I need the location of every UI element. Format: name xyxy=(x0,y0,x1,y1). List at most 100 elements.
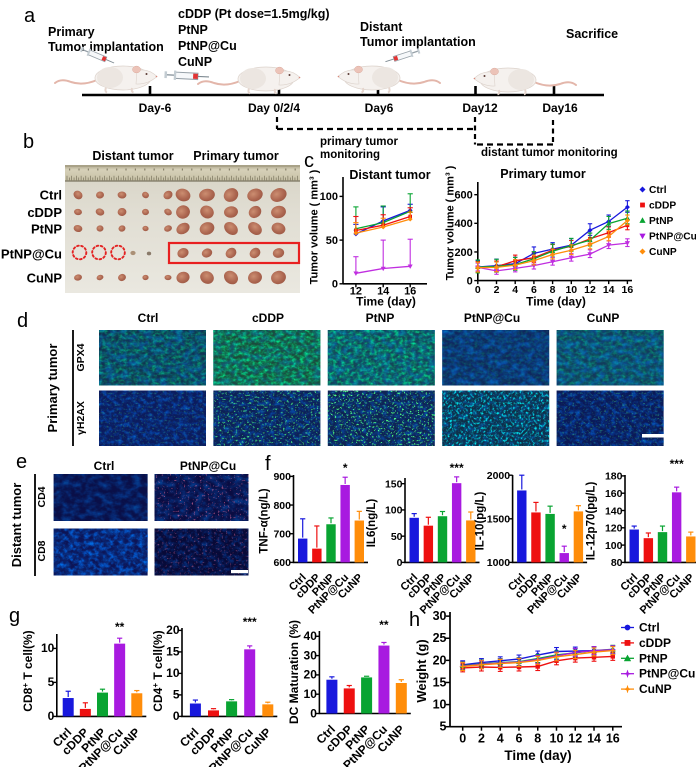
svg-text:PtNP@Cu: PtNP@Cu xyxy=(649,232,696,243)
svg-text:Ctrl: Ctrl xyxy=(649,185,667,196)
svg-text:distant tumor monitoring: distant tumor monitoring xyxy=(481,147,618,159)
svg-text:**: ** xyxy=(379,618,389,632)
svg-text:Ctrl: Ctrl xyxy=(138,311,159,325)
svg-text:CD8+ T cell(%): CD8+ T cell(%) xyxy=(21,630,36,711)
svg-text:a: a xyxy=(24,5,36,27)
svg-text:600: 600 xyxy=(454,189,472,201)
svg-text:Distant tumor: Distant tumor xyxy=(92,149,173,163)
svg-text:600: 600 xyxy=(273,557,291,569)
svg-text:180: 180 xyxy=(605,471,623,483)
svg-text:0: 0 xyxy=(310,706,317,720)
svg-text:Time (day): Time (day) xyxy=(504,748,571,763)
svg-text:PtNP@Cu: PtNP@Cu xyxy=(464,311,520,325)
svg-text:14: 14 xyxy=(587,732,601,746)
svg-text:CuNP: CuNP xyxy=(649,247,677,258)
svg-text:cDDP: cDDP xyxy=(649,201,676,212)
svg-text:12: 12 xyxy=(584,284,596,296)
svg-text:1000: 1000 xyxy=(487,557,511,569)
svg-text:f: f xyxy=(265,453,271,475)
svg-text:c: c xyxy=(304,150,314,172)
svg-text:TNF-α(ng/L): TNF-α(ng/L) xyxy=(259,488,271,553)
svg-text:IL-12p70(pg/L): IL-12p70(pg/L) xyxy=(586,482,598,561)
svg-text:80: 80 xyxy=(611,557,623,569)
svg-text:PtNP: PtNP xyxy=(31,222,62,237)
svg-text:100: 100 xyxy=(605,540,623,552)
svg-text:Sacrifice: Sacrifice xyxy=(566,27,618,41)
svg-text:cDDP: cDDP xyxy=(252,311,284,325)
svg-text:h: h xyxy=(409,609,420,631)
svg-text:8: 8 xyxy=(534,732,541,746)
svg-text:***: *** xyxy=(450,461,464,475)
svg-text:160: 160 xyxy=(605,488,623,500)
svg-text:Primary tumor: Primary tumor xyxy=(193,149,279,163)
svg-text:Tumor volume ( mm³ ): Tumor volume ( mm³ ) xyxy=(309,169,321,284)
svg-text:Distant tumor: Distant tumor xyxy=(9,483,24,568)
svg-text:0: 0 xyxy=(459,732,466,746)
svg-text:50: 50 xyxy=(326,235,338,247)
svg-text:100: 100 xyxy=(385,505,403,517)
svg-text:2000: 2000 xyxy=(487,470,511,482)
svg-text:d: d xyxy=(17,310,28,332)
svg-text:20: 20 xyxy=(304,668,318,682)
svg-text:6: 6 xyxy=(516,732,523,746)
svg-text:10: 10 xyxy=(166,666,180,680)
svg-text:5: 5 xyxy=(48,675,55,689)
svg-text:cDDP: cDDP xyxy=(27,205,62,220)
svg-text:0: 0 xyxy=(467,275,473,287)
svg-text:Day12: Day12 xyxy=(462,101,498,115)
svg-text:PtNP: PtNP xyxy=(639,651,668,665)
svg-text:Ctrl: Ctrl xyxy=(94,459,115,473)
svg-text:10: 10 xyxy=(433,698,447,712)
svg-text:Tumor implantation: Tumor implantation xyxy=(48,40,164,54)
svg-text:25: 25 xyxy=(433,631,447,645)
svg-text:monitoring: monitoring xyxy=(320,149,380,161)
svg-text:150: 150 xyxy=(385,478,403,490)
svg-text:Ctrl: Ctrl xyxy=(40,188,62,203)
svg-text:PtNP@Cu: PtNP@Cu xyxy=(639,667,695,681)
svg-text:5: 5 xyxy=(173,688,180,702)
svg-text:30: 30 xyxy=(433,609,447,623)
svg-text:0: 0 xyxy=(48,709,55,723)
svg-text:Day6: Day6 xyxy=(365,101,394,115)
svg-text:e: e xyxy=(16,451,27,473)
svg-text:*: * xyxy=(562,522,567,536)
svg-text:**: ** xyxy=(115,620,125,634)
svg-text:cDDP: cDDP xyxy=(639,636,671,650)
svg-text:GPX4: GPX4 xyxy=(75,343,87,371)
svg-text:IL-10(pg/L): IL-10(pg/L) xyxy=(475,491,487,550)
svg-text:PtNP: PtNP xyxy=(649,216,674,227)
svg-text:700: 700 xyxy=(273,529,291,541)
svg-text:PtNP: PtNP xyxy=(366,311,395,325)
svg-text:200: 200 xyxy=(454,247,472,259)
svg-text:4: 4 xyxy=(497,732,504,746)
svg-text:20: 20 xyxy=(166,623,180,637)
svg-text:0: 0 xyxy=(173,709,180,723)
svg-text:100: 100 xyxy=(320,191,338,203)
svg-text:2: 2 xyxy=(494,284,500,296)
svg-text:14: 14 xyxy=(603,284,615,296)
svg-text:Day-6: Day-6 xyxy=(139,101,172,115)
svg-text:4: 4 xyxy=(512,284,518,296)
svg-text:2: 2 xyxy=(478,732,485,746)
svg-text:20: 20 xyxy=(433,653,447,667)
svg-text:50: 50 xyxy=(391,531,403,543)
svg-text:CD8: CD8 xyxy=(36,540,48,561)
svg-text:b: b xyxy=(23,131,34,153)
svg-text:PtNP@Cu: PtNP@Cu xyxy=(178,39,237,53)
svg-text:CuNP: CuNP xyxy=(178,55,212,69)
svg-text:Day 0/2/4: Day 0/2/4 xyxy=(248,101,300,115)
svg-text:Primary: Primary xyxy=(48,25,95,39)
svg-text:DC Maturation (%): DC Maturation (%) xyxy=(287,620,301,724)
svg-text:Weight (g): Weight (g) xyxy=(414,639,429,702)
svg-text:16: 16 xyxy=(606,732,620,746)
svg-text:PtNP: PtNP xyxy=(178,23,208,37)
svg-text:IL6(ng/L): IL6(ng/L) xyxy=(366,499,378,548)
svg-text:140: 140 xyxy=(605,505,623,517)
svg-text:g: g xyxy=(9,605,20,627)
svg-text:Tumor implantation: Tumor implantation xyxy=(360,35,476,49)
svg-text:40: 40 xyxy=(304,629,318,643)
svg-text:1500: 1500 xyxy=(487,514,511,526)
svg-text:0: 0 xyxy=(397,557,403,569)
svg-text:10: 10 xyxy=(304,687,318,701)
svg-text:CuNP: CuNP xyxy=(639,682,672,696)
